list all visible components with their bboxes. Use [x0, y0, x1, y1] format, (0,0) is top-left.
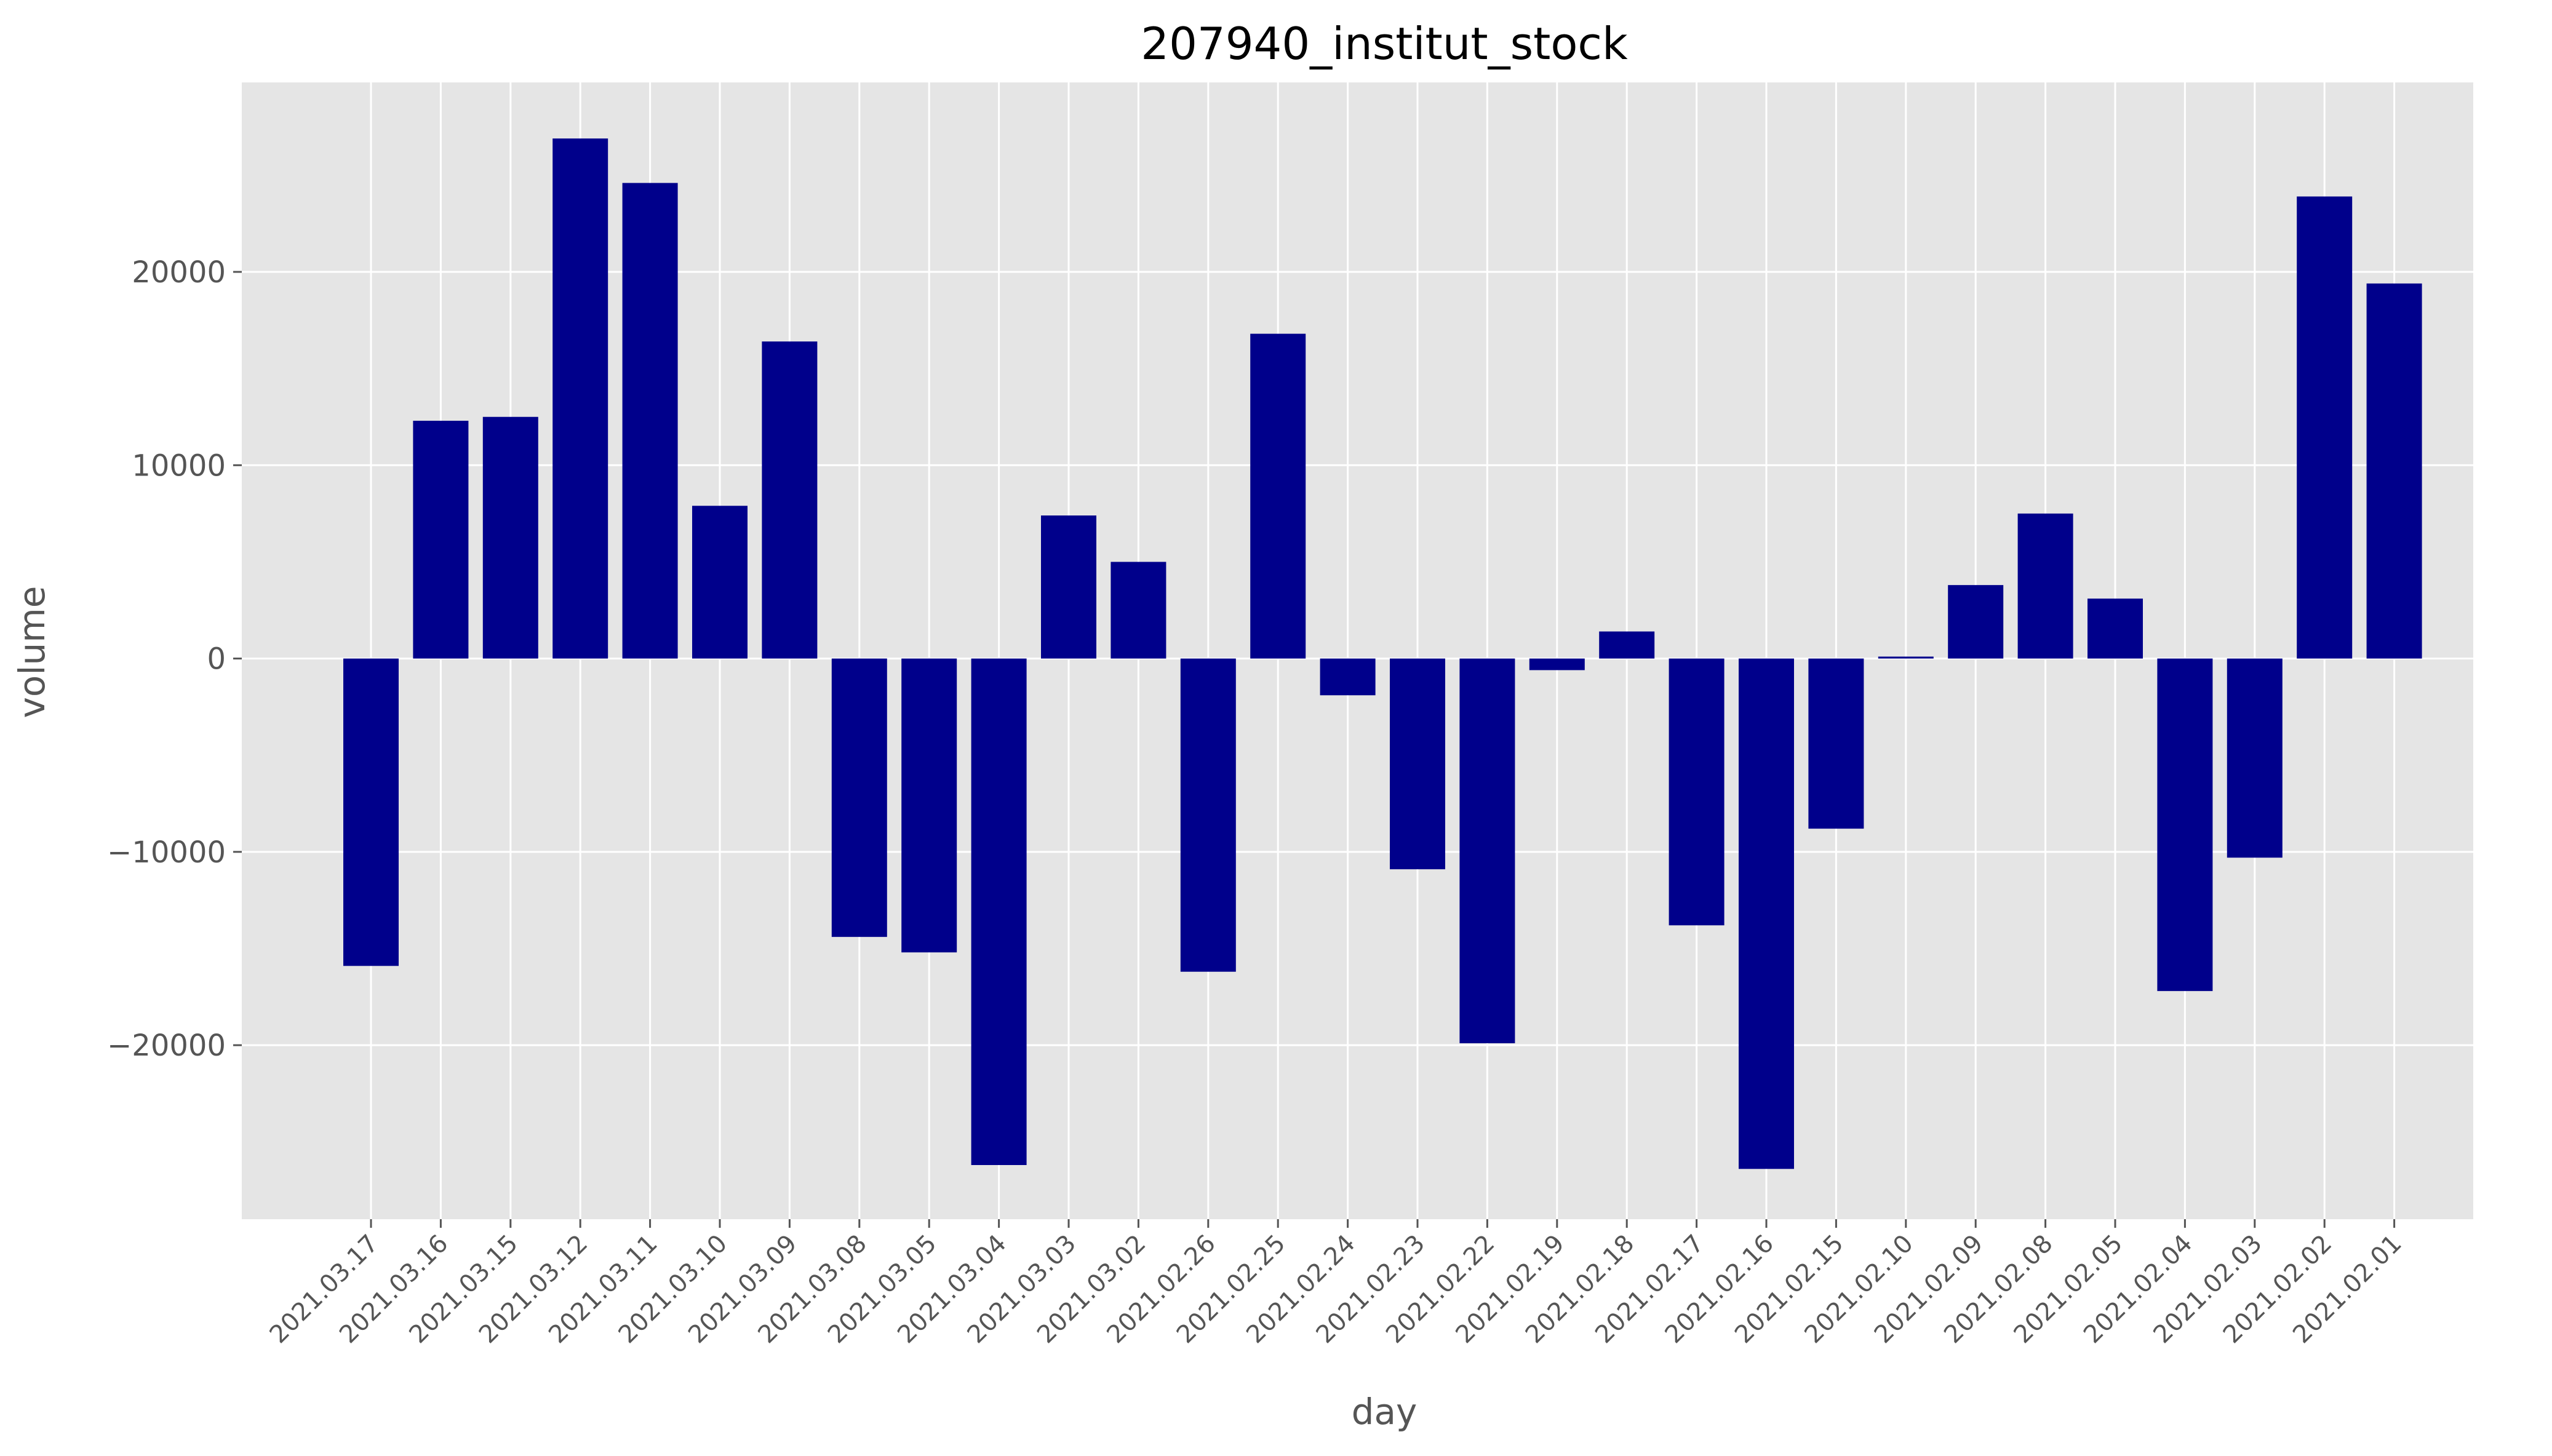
bar-2021.02.09: [1948, 585, 2004, 659]
y-tick-label: −20000: [107, 1028, 226, 1063]
bar-2021.02.17: [1669, 658, 1725, 926]
bar-2021.03.08: [831, 658, 887, 937]
bars: [343, 138, 2422, 1169]
bar-2021.02.18: [1599, 631, 1655, 659]
bar-2021.02.19: [1529, 658, 1585, 670]
y-axis-ticks: −20000 −10000 0 10000 20000: [107, 255, 242, 1063]
bar-2021.03.10: [692, 506, 748, 659]
bar-2021.02.22: [1459, 658, 1515, 1043]
bar-2021.03.03: [1041, 515, 1096, 659]
y-tick-label: −10000: [107, 835, 226, 870]
bar-2021.02.05: [2087, 599, 2143, 659]
bar-2021.02.25: [1250, 333, 1306, 659]
y-tick-label: 10000: [132, 448, 226, 483]
y-axis-label: volume: [11, 586, 53, 718]
bar-2021.02.26: [1180, 658, 1236, 972]
bar-2021.03.16: [413, 421, 469, 659]
chart-title: 207940_institut_stock: [1141, 18, 1628, 70]
bar-2021.03.04: [971, 658, 1027, 1165]
y-tick-label: 0: [207, 642, 226, 677]
x-axis-ticks: 2021.03.172021.03.162021.03.152021.03.12…: [265, 1219, 2407, 1349]
bar-2021.03.17: [343, 658, 399, 966]
x-axis-label: day: [1352, 1391, 1418, 1433]
bar-2021.02.08: [2017, 513, 2073, 659]
bar-2021.03.05: [901, 658, 957, 953]
bar-2021.02.15: [1808, 658, 1864, 829]
bar-2021.03.15: [482, 416, 538, 659]
bar-2021.02.10: [1878, 656, 1934, 659]
bar-2021.03.02: [1111, 562, 1166, 659]
bar-2021.02.23: [1390, 658, 1445, 870]
bar-2021.03.09: [762, 341, 818, 659]
bar-2021.02.16: [1739, 658, 1794, 1169]
bar-2021.02.01: [2366, 283, 2422, 659]
bar-2021.02.03: [2227, 658, 2283, 858]
bar-2021.03.11: [622, 183, 678, 659]
bar-2021.02.02: [2297, 196, 2353, 659]
y-tick-label: 20000: [132, 255, 226, 290]
bar-2021.02.24: [1320, 658, 1376, 696]
bar-2021.03.12: [552, 138, 608, 659]
bar-2021.02.04: [2157, 658, 2213, 992]
